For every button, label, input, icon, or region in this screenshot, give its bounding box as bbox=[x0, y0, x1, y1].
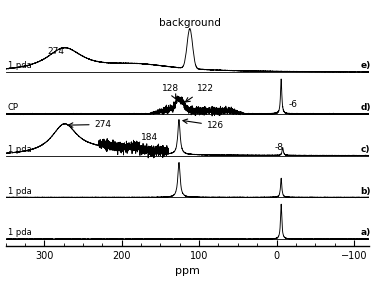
Text: a): a) bbox=[360, 228, 370, 237]
Text: 1 pda: 1 pda bbox=[8, 145, 32, 154]
Text: -8: -8 bbox=[274, 143, 284, 152]
Text: b): b) bbox=[360, 186, 371, 195]
Text: 128: 128 bbox=[162, 84, 179, 99]
Text: c): c) bbox=[360, 145, 370, 154]
Text: 1 pda: 1 pda bbox=[8, 186, 32, 195]
Text: -6: -6 bbox=[289, 100, 298, 109]
Text: 1 pda: 1 pda bbox=[8, 228, 32, 237]
Text: CP: CP bbox=[8, 103, 19, 112]
Text: 122: 122 bbox=[185, 84, 214, 102]
Text: background: background bbox=[159, 19, 221, 28]
X-axis label: ppm: ppm bbox=[175, 266, 200, 276]
Text: 274: 274 bbox=[47, 47, 64, 56]
Text: 184: 184 bbox=[137, 133, 158, 147]
Text: 274: 274 bbox=[68, 120, 112, 129]
Text: 1 pda: 1 pda bbox=[8, 61, 32, 70]
Text: d): d) bbox=[360, 103, 371, 112]
Text: 126: 126 bbox=[183, 119, 224, 130]
Text: e): e) bbox=[360, 61, 370, 70]
